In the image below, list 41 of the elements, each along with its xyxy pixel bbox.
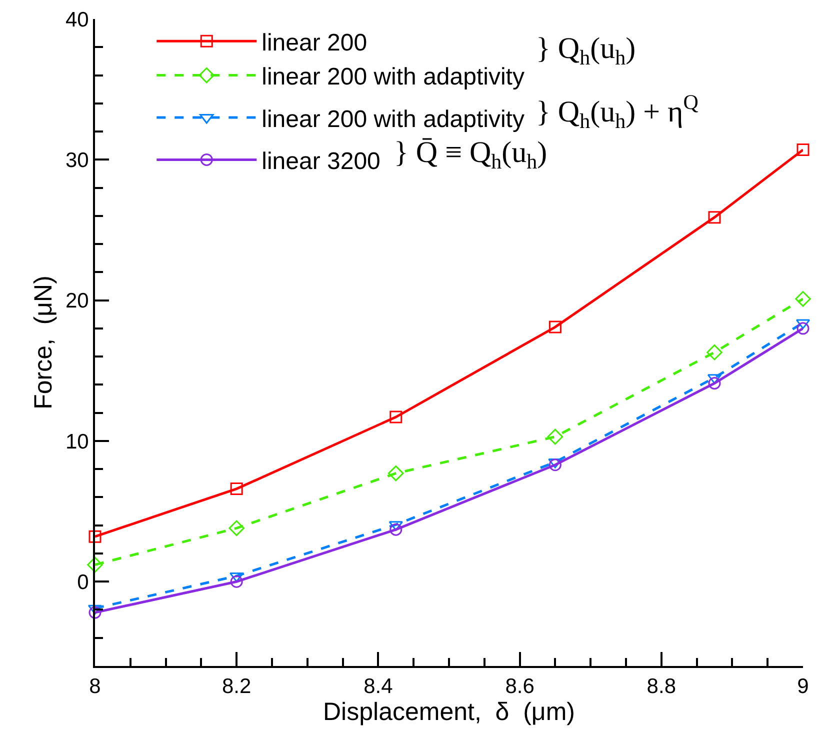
x-axis-title: Displacement, δ (μm) [323, 698, 575, 726]
y-tick-label: 10 [65, 430, 89, 454]
point [230, 572, 244, 582]
point [390, 410, 402, 424]
point [796, 144, 810, 156]
y-tick-label: 0 [77, 570, 89, 594]
x-tick-label: 9 [797, 675, 809, 698]
x-tick-label: 8 [89, 675, 101, 698]
point [796, 319, 810, 330]
point [708, 377, 721, 390]
point [88, 530, 102, 543]
point [708, 211, 721, 224]
point [795, 291, 811, 307]
x-tick-label: 8.4 [364, 675, 394, 698]
annotation: } Q$_{h}$(u$_{h}$) [536, 32, 636, 70]
point [88, 604, 102, 615]
x-tick-label: 8.6 [505, 675, 534, 698]
point [88, 606, 102, 619]
point [230, 482, 243, 496]
point [548, 458, 562, 472]
x-tick-label: 8.8 [646, 675, 676, 698]
y-tick-label: 30 [65, 149, 89, 172]
legend-label: linear 200 with adaptivity [262, 106, 524, 133]
point [228, 520, 244, 536]
point [706, 344, 722, 360]
point [548, 320, 562, 334]
legend-label: linear 200 with adaptivity [262, 64, 524, 91]
annotation: } Q̄ ≡ Q$_{h}$(u$_{h}$) [394, 136, 548, 174]
point [796, 322, 810, 335]
point [230, 575, 243, 588]
legend-label: linear 200 [262, 29, 368, 56]
point [388, 465, 404, 482]
y-tick-label: 20 [65, 290, 89, 313]
legend-label: linear 3200 [262, 148, 380, 176]
point [547, 428, 564, 445]
point [87, 556, 103, 573]
annotation: } Q$_{h}$(u$_{h}$) + η$^{Q}$ [536, 90, 698, 133]
y-axis-title: Force, (μN) [30, 276, 58, 410]
point [390, 523, 402, 536]
y-tick-label: 40 [65, 8, 89, 32]
x-tick-label: 8.2 [222, 675, 252, 698]
